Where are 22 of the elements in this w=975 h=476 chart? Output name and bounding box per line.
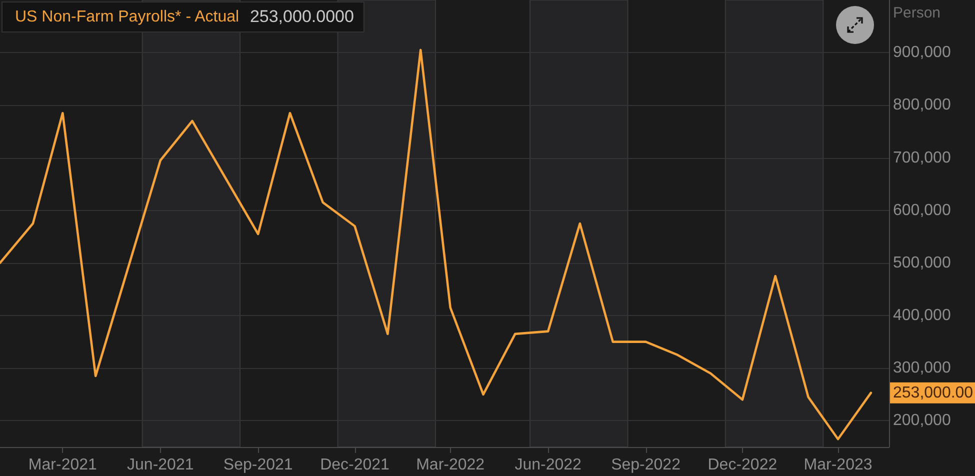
x-tick-label: Jun-2021 [127,456,194,474]
y-tick-label: 500,000 [893,254,951,272]
y-tick-label: 800,000 [893,96,951,114]
x-tick-label: Sep-2021 [223,456,293,474]
x-tick-label: Jun-2022 [514,456,582,474]
x-tick-label: Sep-2022 [611,456,681,474]
x-tick-label: Dec-2021 [320,456,390,474]
y-tick-label: 600,000 [893,202,951,219]
y-axis-title: Person [893,4,941,22]
x-tick-label: Mar-2021 [28,456,97,474]
y-tick-label: 300,000 [893,360,951,377]
y-tick-label: 700,000 [893,149,951,166]
x-tick-label: Dec-2022 [708,456,778,474]
y-tick-label: 200,000 [893,412,951,430]
text: US Non-Farm Payrolls* - Actual [15,8,240,26]
y-tick-label: 900,000 [893,44,951,62]
x-tick-label: Mar-2022 [416,456,485,474]
line-series [0,48,872,440]
annotation: 253,000.0000 [250,7,354,26]
text: 253,000.00 [893,384,974,402]
y-tick-label: 400,000 [893,307,951,324]
x-tick-label: Mar-2023 [804,456,872,474]
